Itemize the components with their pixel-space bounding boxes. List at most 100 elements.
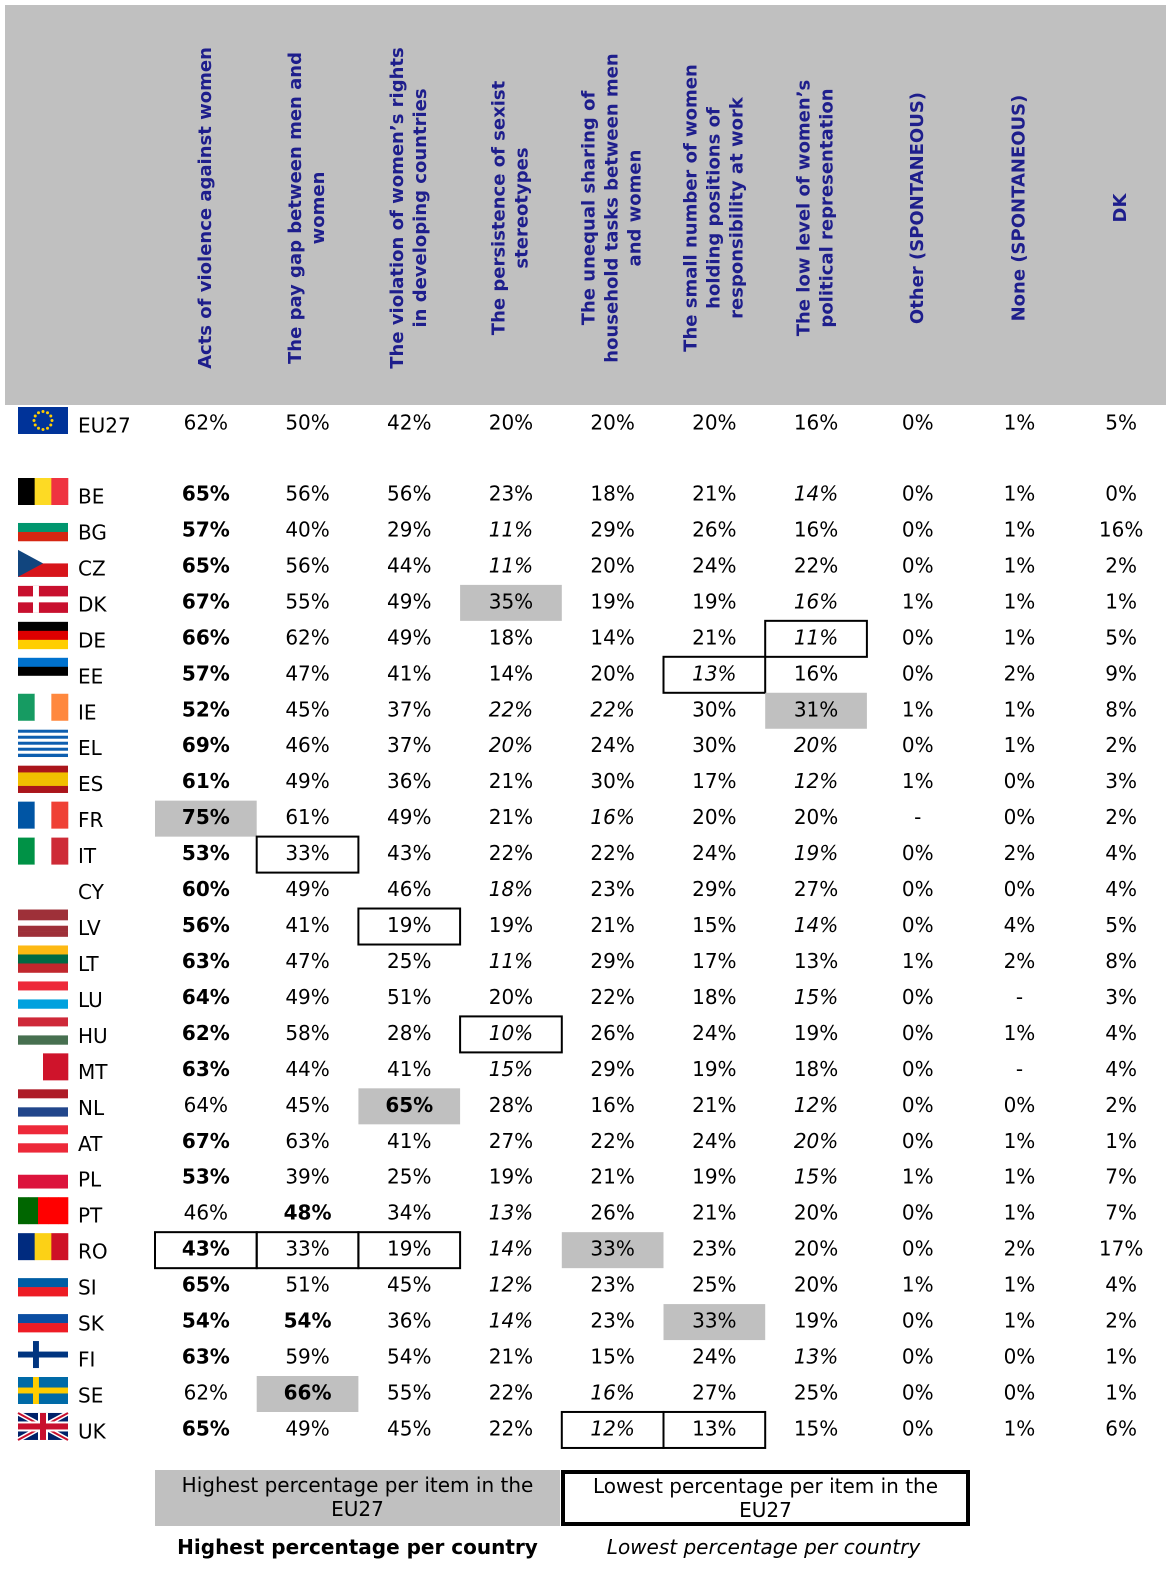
- cell-value: 37%: [387, 697, 431, 721]
- cell-value: 53%: [182, 1165, 230, 1189]
- flag-stripe: [18, 1026, 68, 1036]
- cell-value: 19%: [794, 1021, 838, 1045]
- flag-stripe: [18, 837, 35, 865]
- flag-stripe: [18, 729, 68, 734]
- cell-value: 1%: [1105, 1345, 1137, 1369]
- cell-value: 36%: [387, 769, 431, 793]
- cell-value: 15%: [794, 1416, 838, 1440]
- lowest-item-box: [459, 1015, 563, 1054]
- country-code: IE: [78, 700, 97, 724]
- cell-value: 21%: [590, 913, 634, 937]
- cell-value: 64%: [182, 985, 230, 1009]
- cell-value: 14%: [489, 661, 533, 685]
- column-header: The pay gap between men and: [285, 52, 306, 364]
- flag-star: [49, 414, 53, 418]
- cell-value: 63%: [285, 1129, 329, 1153]
- flag-stripe: [18, 1143, 68, 1153]
- cell-value: 44%: [387, 553, 431, 577]
- cell-value: 0%: [902, 1381, 934, 1405]
- cell-value: -: [1016, 1057, 1023, 1081]
- cell-value: 1%: [1004, 553, 1036, 577]
- country-code: HU: [78, 1024, 108, 1048]
- cell-value: 30%: [692, 697, 736, 721]
- cell-value: 2%: [1004, 949, 1036, 973]
- cell-value: 46%: [387, 877, 431, 901]
- cell-value: 23%: [590, 877, 634, 901]
- flag-stripe: [18, 693, 35, 721]
- highest-item-cell: [663, 1304, 766, 1341]
- cell-value: 0%: [902, 1201, 934, 1225]
- cell-value: 16%: [794, 517, 838, 541]
- cell-value: 53%: [182, 841, 230, 865]
- cell-value: 21%: [692, 1093, 736, 1117]
- cell-value: 27%: [692, 1381, 736, 1405]
- cell-value: 23%: [489, 482, 533, 506]
- cell-value: 20%: [794, 1273, 838, 1297]
- cell-value: 23%: [590, 1273, 634, 1297]
- column-header: Other (SPONTANEOUS): [907, 92, 928, 324]
- cell-value: 67%: [182, 1129, 230, 1153]
- cell-value: 49%: [285, 877, 329, 901]
- cell-value: 4%: [1105, 877, 1137, 901]
- country-code: CZ: [78, 556, 106, 580]
- cell-value: 0%: [902, 1129, 934, 1153]
- cell-value: 1%: [1004, 1129, 1036, 1153]
- cell-value: 8%: [1105, 697, 1137, 721]
- cell-value: 1%: [1004, 482, 1036, 506]
- flag-stripe: [18, 741, 68, 746]
- cell-value: 18%: [794, 1057, 838, 1081]
- cell-value: 2%: [1105, 1093, 1137, 1117]
- cell-value: 13%: [794, 949, 838, 973]
- cell-value: 1%: [1004, 1416, 1036, 1440]
- country-code: PL: [78, 1168, 102, 1192]
- cell-value: 20%: [590, 661, 634, 685]
- cell-value: 57%: [182, 517, 230, 541]
- cell-value: 27%: [489, 1129, 533, 1153]
- cell-value: 41%: [387, 1057, 431, 1081]
- column-header: holding positions of: [703, 107, 724, 309]
- cell-value: 52%: [182, 697, 230, 721]
- column-header: and women: [625, 150, 646, 267]
- flag-stripe: [18, 1269, 68, 1279]
- cell-value: 0%: [902, 985, 934, 1009]
- cell-value: 17%: [692, 949, 736, 973]
- cell-value: 1%: [1004, 517, 1036, 541]
- flag-stripe: [18, 779, 68, 787]
- cell-value: 63%: [182, 1057, 230, 1081]
- cell-value: 16%: [590, 805, 634, 829]
- cell-value: 25%: [387, 949, 431, 973]
- column-header: Acts of violence against women: [195, 47, 216, 369]
- flag-stripe: [18, 732, 68, 737]
- cell-value: 0%: [1004, 1381, 1036, 1405]
- country-code: FI: [78, 1348, 95, 1372]
- cell-value: 37%: [387, 733, 431, 757]
- cell-value: 67%: [182, 589, 230, 613]
- cell-value: 0%: [902, 411, 934, 435]
- highest-item-cell: [358, 1088, 461, 1125]
- cell-value: 22%: [794, 553, 838, 577]
- cell-value: 24%: [692, 841, 736, 865]
- cell-value: 20%: [692, 411, 736, 435]
- cell-value: 8%: [1105, 949, 1137, 973]
- flag-stripe: [18, 931, 68, 937]
- cell-value: 19%: [387, 1237, 431, 1261]
- cell-value: 0%: [902, 1093, 934, 1117]
- cell-value: 23%: [692, 1237, 736, 1261]
- cell-value: 43%: [182, 1237, 230, 1261]
- cell-value: 75%: [182, 805, 230, 829]
- cell-value: 58%: [285, 1021, 329, 1045]
- column-header: stereotypes: [511, 147, 532, 268]
- cell-value: 1%: [1004, 1021, 1036, 1045]
- cell-value: 0%: [902, 1057, 934, 1081]
- flag-star: [32, 419, 36, 422]
- cell-value: 5%: [1105, 913, 1137, 937]
- cell-value: 49%: [285, 1416, 329, 1440]
- lowest-item-box: [764, 619, 868, 658]
- cell-value: 0%: [902, 517, 934, 541]
- cell-value: 24%: [692, 1129, 736, 1153]
- flag-stripe: [18, 1287, 68, 1297]
- cell-value: 18%: [692, 985, 736, 1009]
- cell-value: 13%: [794, 1345, 838, 1369]
- flag-stripe: [18, 630, 68, 641]
- cell-value: 5%: [1105, 625, 1137, 649]
